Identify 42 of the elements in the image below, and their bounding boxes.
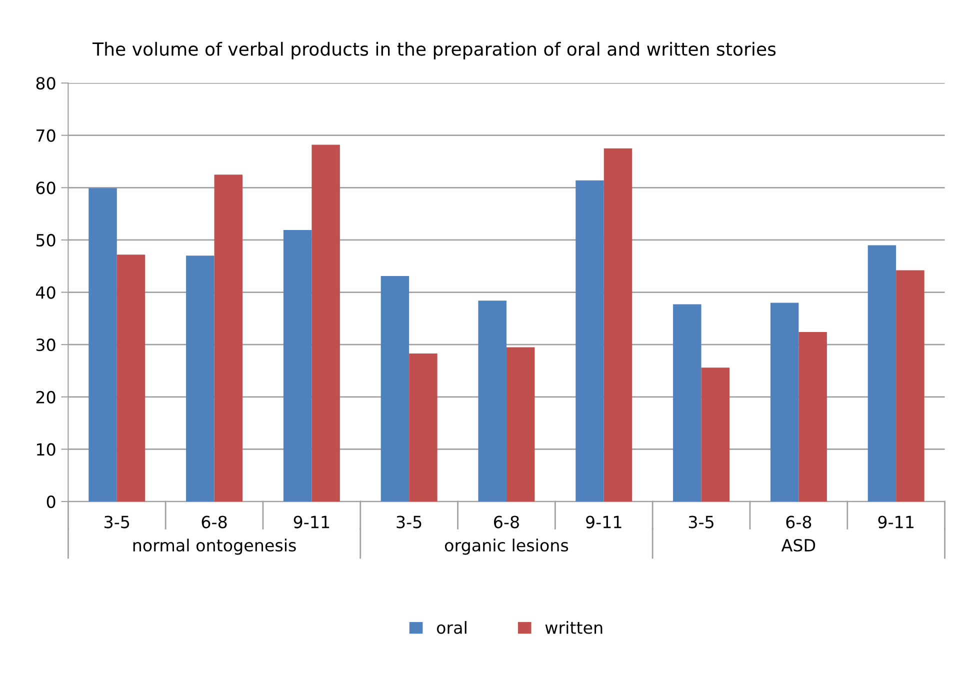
y-tick-label: 0 [46,495,56,508]
y-tick-label: 10 [36,443,56,456]
bar [506,347,535,502]
y-tick-label: 30 [36,338,56,352]
x-tick-label: 6-8 [786,516,812,528]
bar [896,270,924,502]
bar [478,300,506,502]
bar [604,148,632,502]
chart-title: The volume of verbal products in the preparation of oral and written stories [92,42,776,60]
x-tick-label: 9-11 [586,516,622,528]
y-tick-label: 80 [36,76,56,90]
bar [673,304,702,502]
legend-label: oral [436,621,466,634]
bar [312,144,340,502]
bar [283,230,312,502]
text: organic lesions [444,538,568,555]
bar [798,332,827,502]
y-tick-label: 60 [36,182,56,194]
x-tick-label: 3-5 [688,516,714,528]
y-tick-label: 50 [36,234,56,247]
x-tick-label: 3-5 [396,516,422,528]
x-tick-label: 9-11 [878,516,914,528]
y-tick-label: 70 [36,129,56,142]
bar [116,254,146,502]
legend-label: written [545,621,602,634]
bar [576,180,604,502]
x-tick-label: 3-5 [104,516,130,528]
y-tick-label: 20 [36,390,56,404]
bar [88,188,117,502]
bar [409,353,438,502]
bar [701,368,730,502]
bar [186,256,214,502]
bar [380,276,410,502]
x-tick-label: 9-11 [294,516,330,528]
x-tick-label: 6-8 [494,516,519,528]
bar [868,245,896,502]
y-tick-label: 40 [36,286,56,299]
text: normal ontogenesis [133,538,296,555]
text: ASD [781,538,816,552]
x-tick-label: 6-8 [202,516,227,528]
bar [770,302,799,502]
bar [214,174,243,502]
